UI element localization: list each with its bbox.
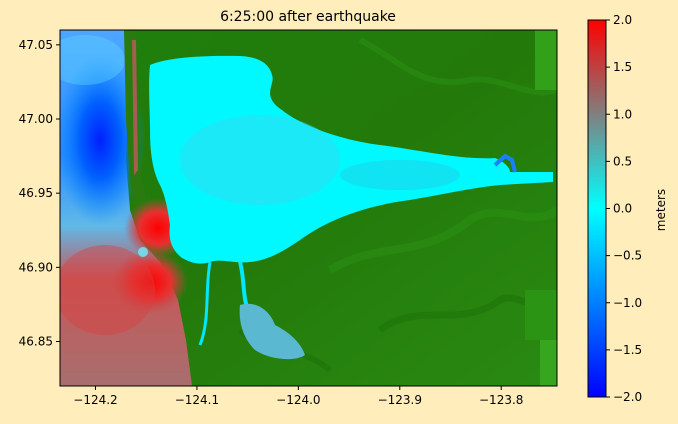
colorbar-tick-label: −2.0 [613, 390, 642, 404]
wave-trough-blue [60, 55, 145, 225]
river-channel [493, 153, 517, 173]
peninsula-lagoon [132, 40, 138, 175]
colorbar-tick-label: 0.5 [613, 154, 632, 168]
plot-frame [59, 29, 558, 387]
colorbar [587, 19, 607, 398]
colorbar-tick-label: −0.5 [613, 249, 642, 263]
chart-title: 6:25:00 after earthquake [220, 9, 396, 25]
bay-water [149, 55, 553, 264]
colorbar-tick-label: −1.5 [613, 343, 642, 357]
south-bay-water [239, 303, 305, 360]
y-tick-label: 46.85 [19, 335, 53, 349]
land-ridge-1 [358, 37, 557, 96]
bay-shade [180, 115, 340, 205]
y-axis: 46.85 46.90 46.95 47.00 47.05 [19, 38, 60, 349]
wave-crest-red-3 [60, 245, 155, 335]
x-tick-label: −123.8 [479, 393, 523, 407]
land-block-1 [535, 30, 557, 90]
colorbar-tick-label: 2.0 [613, 13, 632, 27]
y-tick-label: 47.00 [19, 112, 53, 126]
colorbar-tick-label: 0.0 [613, 202, 632, 216]
y-tick-label: 46.90 [19, 260, 53, 274]
heatmap-area [60, 30, 557, 386]
x-tick-label: −124.0 [276, 393, 320, 407]
y-tick-label: 47.05 [19, 38, 53, 52]
channel-south-2 [198, 261, 212, 346]
inlet-hotspot [138, 247, 148, 257]
x-tick-label: −124.2 [73, 393, 117, 407]
land-block-3 [540, 340, 557, 386]
x-axis: −124.2 −124.1 −124.0 −123.9 −123.8 [73, 386, 523, 407]
colorbar-tick-label: 1.0 [613, 107, 632, 121]
wave-light-band [60, 35, 125, 85]
wave-crest-red-2 [112, 250, 188, 314]
bay-shade-2 [340, 160, 460, 190]
x-tick-label: −124.1 [175, 393, 219, 407]
colorbar-tick-label: −1.0 [613, 296, 642, 310]
colorbar-tick-label: 1.5 [613, 60, 632, 74]
x-tick-label: −123.9 [378, 393, 422, 407]
y-tick-label: 46.95 [19, 186, 53, 200]
land-ridge-2 [327, 206, 557, 274]
colorbar-axis: 2.0 1.5 1.0 0.5 0.0 −0.5 −1.0 −1.5 −2.0 [606, 13, 642, 404]
land-block-2 [525, 290, 557, 340]
colorbar-label: meters [654, 189, 668, 231]
